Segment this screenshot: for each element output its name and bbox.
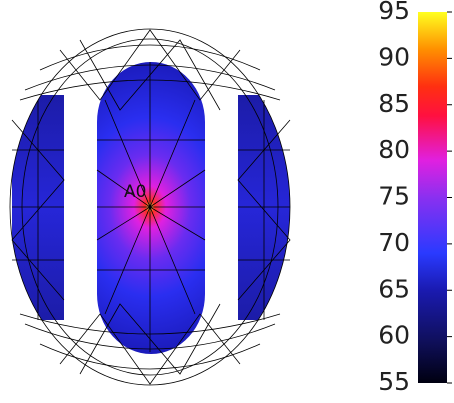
colorbar-scale [418,12,447,383]
tick-label: 90 [378,42,410,71]
tick-label: 95 [378,0,410,25]
visualization: A0 55 60 65 70 75 80 85 90 95 [0,0,454,403]
colorbar: 55 60 65 70 75 80 85 90 95 [378,0,452,396]
tick-label: 55 [378,367,410,396]
tick-label: 85 [378,89,410,118]
tick-label: 75 [378,182,410,211]
tick-label: 65 [378,274,410,303]
tick-label: 80 [378,135,410,164]
point-label: A0 [124,182,146,202]
tick-label: 60 [378,321,410,350]
model: A0 [10,29,290,385]
mesh [10,29,290,385]
tick-label: 70 [378,228,410,257]
